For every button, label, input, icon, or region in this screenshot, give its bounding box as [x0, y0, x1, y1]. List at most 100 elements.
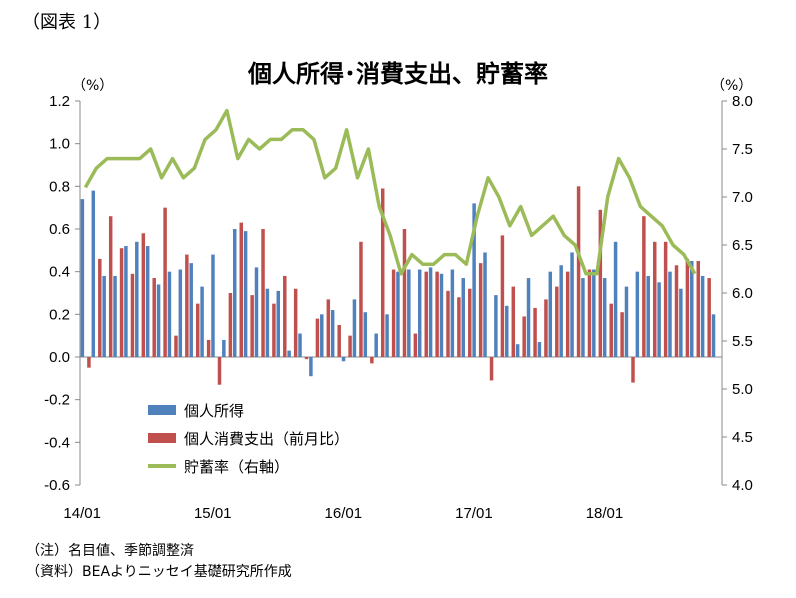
consumption-bar	[424, 271, 428, 357]
income-bar	[472, 203, 476, 357]
income-bar	[613, 241, 618, 357]
income-bar	[265, 288, 270, 357]
consumption-bar	[195, 303, 200, 357]
right-tick-label: 4.5	[732, 429, 753, 446]
left-tick-label: -0.2	[44, 392, 70, 409]
income-bar	[494, 295, 498, 357]
right-tick-label: 8.0	[732, 93, 753, 110]
income-bar	[505, 305, 509, 357]
consumption-bar	[87, 357, 91, 368]
consumption-bar	[326, 299, 331, 357]
income-bar	[526, 278, 531, 357]
consumption-bar	[185, 254, 189, 357]
income-bar	[341, 357, 346, 362]
consumption-bar	[576, 186, 581, 357]
consumption-bar	[620, 312, 624, 357]
income-bar	[135, 241, 139, 357]
consumption-bar	[380, 188, 385, 357]
right-tick-label: 7.0	[732, 189, 753, 206]
income-bar	[145, 246, 150, 357]
income-bar	[537, 342, 542, 357]
consumption-bar	[304, 357, 309, 360]
left-tick-label: 0.4	[49, 264, 70, 281]
income-bar	[156, 284, 161, 357]
income-bar	[189, 263, 193, 357]
consumption-bar	[533, 307, 537, 357]
income-bar	[559, 265, 563, 357]
consumption-bar	[555, 286, 559, 357]
consumption-bar	[348, 335, 352, 357]
consumption-bar	[663, 241, 668, 357]
income-bar	[222, 339, 226, 357]
consumption-bar	[283, 275, 287, 357]
income-bar	[592, 269, 596, 357]
left-tick-label: 0.8	[49, 178, 70, 195]
figure-label: （図表 1）	[22, 12, 112, 33]
income-bar	[243, 231, 248, 357]
consumption-bar	[239, 222, 244, 357]
right-tick-label: 4.0	[732, 477, 753, 494]
income-bar	[102, 275, 106, 357]
consumption-bar	[446, 290, 450, 357]
left-tick-label: 1.2	[49, 93, 70, 110]
income-bar	[646, 275, 650, 357]
x-tick-label: 16/01	[325, 505, 363, 522]
x-tick-label: 18/01	[586, 505, 624, 522]
income-bar	[548, 271, 553, 357]
left-tick-label: 0.2	[49, 306, 70, 323]
legend-item-income: 個人所得	[148, 396, 349, 424]
legend-swatch-saving-rate	[148, 464, 176, 468]
right-tick-label: 5.0	[732, 381, 753, 398]
income-bar	[287, 350, 291, 357]
income-bar	[374, 333, 378, 357]
income-bar	[711, 314, 716, 357]
income-bar	[320, 314, 324, 357]
legend-item-consumption: 個人消費支出（前月比）	[148, 424, 349, 452]
consumption-bar	[370, 357, 374, 364]
consumption-bar	[587, 269, 592, 357]
income-bar	[330, 310, 335, 357]
consumption-bar	[468, 288, 472, 357]
x-tick-label: 14/01	[63, 505, 101, 522]
income-bar	[668, 271, 672, 357]
consumption-bar	[478, 263, 483, 357]
left-tick-label: -0.4	[44, 434, 70, 451]
saving-rate-line	[83, 108, 697, 276]
income-bar	[679, 288, 683, 357]
income-bar	[178, 269, 183, 357]
income-bar	[167, 271, 172, 357]
consumption-bar	[707, 278, 711, 357]
income-bar	[113, 275, 117, 357]
income-bar	[515, 344, 520, 357]
consumption-bar	[544, 299, 548, 357]
income-bar	[428, 267, 433, 357]
consumption-bar	[696, 261, 701, 357]
income-bar	[461, 278, 465, 357]
consumption-bar	[315, 318, 320, 357]
consumption-bar	[674, 265, 679, 357]
left-tick-label: 0.0	[49, 349, 70, 366]
consumption-bar	[631, 357, 635, 383]
consumption-bar	[511, 286, 516, 357]
consumption-bar	[141, 233, 146, 357]
legend-item-saving-rate: 貯蓄率（右軸）	[148, 452, 349, 480]
consumption-bar	[500, 235, 505, 357]
consumption-bar	[152, 278, 156, 357]
right-axis-unit: （%）	[711, 78, 753, 94]
consumption-bar	[163, 207, 167, 357]
income-bar	[700, 275, 705, 357]
consumption-bar	[98, 258, 102, 357]
left-tick-label: -0.6	[44, 477, 70, 494]
income-bar	[276, 290, 280, 357]
income-bar	[352, 299, 357, 357]
note-source-nominal: （注）名目値、季節調整済	[26, 543, 194, 559]
income-bar	[298, 333, 302, 357]
income-bar	[581, 278, 585, 357]
consumption-bar	[565, 271, 570, 357]
consumption-bar	[609, 303, 613, 357]
right-tick-label: 5.5	[732, 333, 753, 350]
consumption-bar	[598, 209, 603, 357]
note-source-bea: （資料）BEAよりニッセイ基礎研究所作成	[26, 564, 292, 580]
income-bar	[483, 252, 487, 357]
